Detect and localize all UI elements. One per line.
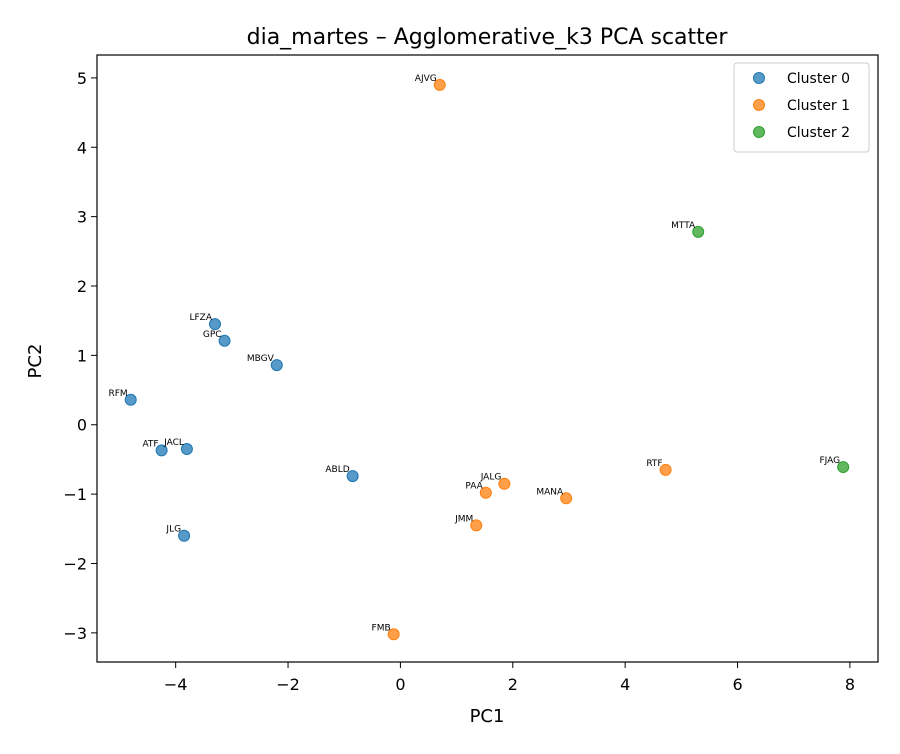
x-tick-label: −4 bbox=[164, 675, 188, 694]
x-tick-label: 4 bbox=[620, 675, 630, 694]
data-point bbox=[155, 444, 168, 457]
axis-ticks: −4 −2 0 2 4 6 8 −3 −2 −1 0 1 2 3 4 5 bbox=[63, 69, 855, 694]
data-point bbox=[470, 519, 483, 532]
data-point bbox=[387, 628, 400, 641]
point-label: LFZA bbox=[189, 313, 212, 323]
data-point bbox=[178, 529, 191, 542]
legend-marker bbox=[753, 72, 765, 84]
x-tick-label: 2 bbox=[508, 675, 518, 694]
point-label: ATF bbox=[142, 439, 158, 449]
y-tick-label: 4 bbox=[77, 138, 87, 157]
legend-label: Cluster 0 bbox=[787, 71, 850, 87]
data-point bbox=[208, 318, 221, 331]
data-points bbox=[124, 78, 850, 641]
data-point bbox=[837, 461, 850, 474]
data-point bbox=[270, 359, 283, 372]
y-axis-label: PC2 bbox=[25, 344, 46, 379]
x-tick-label: 6 bbox=[732, 675, 742, 694]
point-label: MTTA bbox=[671, 221, 696, 231]
point-label: FMB bbox=[372, 623, 391, 633]
point-label: MBGV bbox=[247, 354, 275, 364]
y-tick-label: 1 bbox=[77, 346, 87, 365]
y-tick-label: 0 bbox=[77, 416, 87, 435]
x-tick-label: −2 bbox=[276, 675, 300, 694]
y-tick-label: −1 bbox=[63, 485, 87, 504]
legend-marker bbox=[753, 126, 765, 138]
x-axis-label: PC1 bbox=[470, 706, 505, 727]
data-point bbox=[218, 334, 231, 347]
legend-label: Cluster 1 bbox=[787, 98, 850, 114]
x-tick-label: 0 bbox=[395, 675, 405, 694]
data-point bbox=[180, 443, 193, 456]
data-point bbox=[124, 393, 137, 406]
point-label: AJVG bbox=[415, 74, 437, 84]
point-labels: LFZA GPC MBGV RFM ATF JACL ABLD JLG AJVG RTF JALGP… bbox=[109, 74, 841, 633]
x-tick-label: 8 bbox=[845, 675, 855, 694]
data-point bbox=[433, 78, 446, 91]
y-tick-label: 5 bbox=[77, 69, 87, 88]
legend-label: Cluster 2 bbox=[787, 125, 850, 141]
y-tick-label: 2 bbox=[77, 277, 87, 296]
y-tick-label: −2 bbox=[63, 554, 87, 573]
data-point bbox=[479, 486, 492, 499]
point-label: FJAG bbox=[820, 456, 841, 466]
plot-frame bbox=[96, 54, 879, 663]
y-tick-label: 3 bbox=[77, 208, 87, 227]
chart-title: dia_martes – Agglomerative_k3 PCA scatte… bbox=[247, 25, 729, 50]
point-label: RFM bbox=[109, 389, 128, 399]
data-point bbox=[659, 463, 672, 476]
data-point bbox=[346, 470, 359, 483]
legend: Cluster 0 Cluster 1 Cluster 2 bbox=[733, 62, 870, 153]
y-tick-label: −3 bbox=[63, 624, 87, 643]
point-label: GPC bbox=[203, 330, 222, 340]
point-label: JALG bbox=[480, 473, 502, 483]
point-label: JMM bbox=[454, 514, 473, 524]
point-label: RTF bbox=[646, 459, 662, 469]
data-point bbox=[498, 477, 511, 490]
data-point bbox=[560, 492, 573, 505]
legend-box bbox=[733, 62, 870, 153]
legend-marker bbox=[753, 99, 765, 111]
point-label: JACL bbox=[163, 438, 184, 448]
point-label: ABLD bbox=[325, 465, 349, 475]
point-label: PAA bbox=[465, 482, 483, 492]
data-point bbox=[692, 225, 705, 238]
point-label: MANA bbox=[536, 487, 564, 497]
point-label: JLG bbox=[165, 525, 181, 535]
